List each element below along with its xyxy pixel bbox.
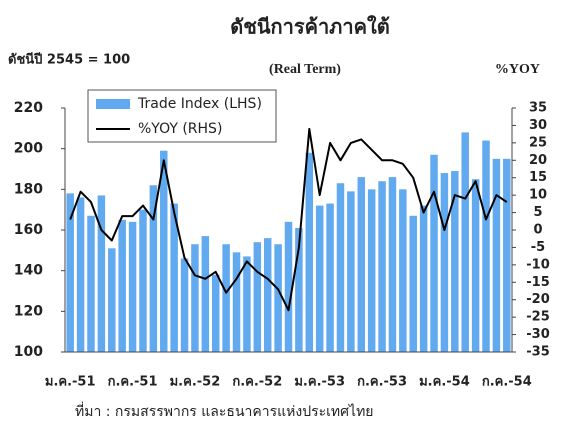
y2-tick-label: -10	[526, 257, 550, 272]
x-tick-label: ก.ค.-54	[482, 375, 532, 390]
x-tick-label: ม.ค.-51	[45, 375, 96, 390]
bar	[430, 154, 438, 352]
y2-tick-label: 15	[529, 170, 547, 185]
bar	[357, 177, 366, 352]
bar	[128, 221, 137, 352]
bar	[180, 258, 189, 352]
bar	[336, 183, 345, 352]
y2-tick-label: 35	[529, 101, 547, 116]
bar	[295, 227, 303, 352]
y2-axis-label: %YOY	[495, 62, 540, 77]
bar	[160, 150, 168, 352]
bar	[378, 181, 386, 352]
bar	[451, 171, 459, 352]
bar	[347, 191, 355, 352]
y-tick-label: 140	[14, 263, 43, 279]
x-tick-label: ก.ค.-51	[108, 375, 158, 390]
bar	[139, 209, 147, 352]
y2-tick-label: -30	[526, 327, 550, 342]
line	[69, 127, 508, 312]
x-tick-label: ม.ค.-54	[419, 375, 470, 390]
x-tick-label: ม.ค.-53	[294, 375, 345, 390]
x-tick-label: ก.ค.-53	[357, 375, 407, 390]
y-tick-label: 180	[14, 181, 43, 197]
bar	[66, 193, 74, 352]
y2-tick-label: -20	[526, 292, 550, 307]
bar	[399, 189, 407, 352]
bar	[274, 244, 282, 352]
bar	[492, 158, 501, 352]
y2-tick-label: -15	[526, 275, 550, 290]
bar	[97, 195, 106, 352]
x-tick-label: ม.ค.-52	[170, 375, 221, 390]
bar	[482, 140, 490, 352]
y-tick-label: 100	[14, 344, 43, 360]
bar	[440, 173, 449, 352]
y2-tick-label: 10	[529, 188, 547, 203]
bar	[201, 236, 210, 352]
legend-box	[87, 89, 277, 143]
bar	[118, 219, 126, 352]
bar	[170, 203, 178, 352]
bar	[76, 197, 85, 352]
bar	[253, 242, 262, 352]
bar	[87, 215, 95, 352]
note: (Real Term)	[269, 62, 341, 77]
source: ที่มา : กรมสรรพากร และธนาคารแห่งประเทศไท…	[75, 402, 374, 420]
y2-tick-label: 5	[533, 205, 542, 220]
chart-title: ดัชนีการค้าภาคใต้	[230, 15, 389, 39]
bar	[108, 248, 116, 352]
y2-tick-label: -5	[531, 240, 545, 255]
y2-tick-label: 30	[529, 118, 547, 133]
legend-swatch	[96, 99, 130, 109]
y-tick-label: 220	[14, 100, 43, 116]
legend-label: %YOY (RHS)	[138, 121, 222, 137]
bar	[471, 179, 480, 352]
bar	[503, 158, 511, 352]
bar	[461, 132, 469, 352]
bar	[409, 215, 417, 352]
bar	[232, 252, 241, 352]
legend-label: Trade Index (LHS)	[137, 96, 262, 112]
bar	[367, 189, 376, 352]
bar	[419, 205, 428, 352]
bar	[243, 256, 251, 352]
bar	[305, 152, 314, 352]
x-tick-label: ก.ค.-52	[232, 375, 282, 390]
y2-tick-label: 25	[529, 135, 547, 150]
y2-tick-label: 0	[533, 223, 542, 238]
bar	[149, 185, 158, 352]
bar	[284, 221, 293, 352]
bar	[211, 274, 220, 352]
y2-tick-label: -35	[526, 345, 550, 360]
bar	[388, 177, 397, 352]
y2-tick-label: -25	[526, 310, 550, 325]
y-tick-label: 120	[14, 303, 43, 319]
bar	[315, 205, 324, 352]
y-tick-label: 200	[14, 141, 43, 157]
bar	[326, 203, 334, 352]
bar	[263, 238, 272, 352]
bar	[222, 244, 230, 352]
y2-tick-label: 20	[529, 153, 547, 168]
bar	[191, 244, 199, 352]
subtitle: ดัชนีปี 2545 = 100	[8, 52, 130, 68]
y-tick-label: 160	[14, 222, 43, 238]
